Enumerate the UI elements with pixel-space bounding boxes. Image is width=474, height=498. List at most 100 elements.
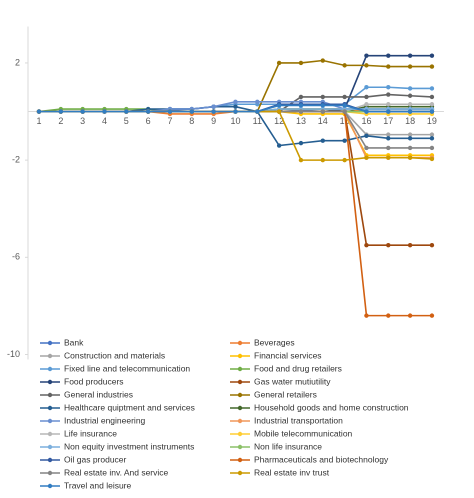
point bbox=[298, 157, 304, 163]
legend-label: Beverages bbox=[254, 337, 295, 347]
point bbox=[407, 242, 413, 248]
legend-label: Non life insurance bbox=[254, 441, 322, 451]
point bbox=[407, 102, 413, 107]
point bbox=[429, 94, 435, 100]
point bbox=[298, 109, 304, 114]
legend-marker bbox=[47, 483, 53, 489]
point bbox=[429, 102, 435, 107]
x-tick-label: 4 bbox=[102, 116, 107, 126]
legend-marker bbox=[237, 353, 243, 359]
legend-marker bbox=[47, 392, 53, 398]
point bbox=[233, 104, 238, 109]
legend-label: Healthcare quiptment and services bbox=[64, 402, 195, 412]
point bbox=[407, 155, 413, 160]
legend-label: Travel and leisure bbox=[64, 480, 132, 490]
x-tick-label: 14 bbox=[318, 116, 328, 126]
legend-label: Pharmaceuticals and biotechnology bbox=[254, 454, 389, 464]
legend-label: Real estate inv trust bbox=[254, 467, 330, 477]
point bbox=[407, 132, 413, 137]
point bbox=[429, 136, 435, 141]
legend-marker bbox=[47, 379, 53, 385]
point bbox=[429, 86, 435, 91]
point bbox=[386, 53, 391, 58]
point bbox=[429, 242, 435, 248]
y-tick-label: -10 bbox=[7, 349, 20, 359]
legend-label: Fixed line and telecommunication bbox=[64, 363, 190, 373]
legend-label: Industrial engineering bbox=[64, 415, 146, 425]
legend-label: Industrial transportation bbox=[254, 415, 343, 425]
legend-label: Construction and materials bbox=[64, 350, 165, 360]
y-tick-label: 2 bbox=[15, 57, 20, 67]
x-tick-label: 7 bbox=[167, 116, 172, 126]
point bbox=[320, 94, 325, 100]
point bbox=[407, 86, 413, 91]
legend-label: Oil gas producer bbox=[64, 454, 127, 464]
series-line bbox=[39, 110, 432, 317]
point bbox=[276, 60, 282, 66]
point bbox=[429, 53, 435, 58]
point bbox=[429, 132, 435, 137]
legend-marker bbox=[47, 353, 53, 359]
y-tick-label: -6 bbox=[12, 252, 20, 262]
point bbox=[364, 155, 369, 160]
legend-marker bbox=[47, 340, 53, 346]
x-tick-label: 12 bbox=[274, 116, 284, 126]
x-tick-label: 10 bbox=[230, 116, 240, 126]
point bbox=[364, 145, 369, 151]
point bbox=[386, 313, 391, 318]
y-tick-label: -2 bbox=[12, 155, 20, 165]
point bbox=[386, 102, 391, 107]
point bbox=[320, 109, 325, 114]
x-tick-label: 13 bbox=[296, 116, 306, 126]
x-tick-label: 8 bbox=[189, 116, 194, 126]
point bbox=[386, 155, 391, 160]
point bbox=[386, 109, 391, 114]
point bbox=[429, 156, 435, 162]
point bbox=[255, 109, 260, 114]
point bbox=[429, 64, 435, 69]
point bbox=[102, 109, 107, 114]
legend-label: Gas water mutiutility bbox=[254, 376, 331, 386]
legend-marker bbox=[47, 405, 53, 411]
point bbox=[364, 109, 369, 114]
point bbox=[298, 103, 304, 108]
legend-label: Life insurance bbox=[64, 428, 117, 438]
legend-marker bbox=[47, 444, 53, 450]
series-line bbox=[39, 110, 432, 246]
x-tick-label: 19 bbox=[427, 116, 437, 126]
point bbox=[342, 63, 347, 68]
point bbox=[386, 242, 391, 248]
x-tick-label: 5 bbox=[124, 116, 129, 126]
point bbox=[276, 103, 282, 108]
legend-marker bbox=[47, 366, 53, 372]
x-tick-label: 18 bbox=[405, 116, 415, 126]
legend-marker bbox=[237, 457, 243, 463]
point bbox=[298, 60, 304, 66]
legend-label: Food and drug retailers bbox=[254, 363, 342, 373]
legend-label: Food producers bbox=[64, 376, 124, 386]
x-tick-label: 16 bbox=[361, 116, 371, 126]
point bbox=[189, 109, 195, 114]
x-tick-label: 11 bbox=[253, 116, 262, 126]
point bbox=[342, 138, 347, 143]
x-tick-label: 1 bbox=[36, 116, 41, 126]
x-tick-label: 9 bbox=[211, 116, 216, 126]
point bbox=[320, 138, 325, 143]
point bbox=[364, 85, 369, 90]
point bbox=[276, 143, 282, 148]
x-tick-label: 3 bbox=[80, 116, 85, 126]
point bbox=[320, 58, 325, 63]
legend-marker bbox=[237, 418, 243, 424]
point bbox=[124, 109, 129, 114]
point bbox=[298, 94, 304, 100]
legend-marker bbox=[237, 392, 243, 398]
legend-label: General industries bbox=[64, 389, 133, 399]
legend-marker bbox=[237, 444, 243, 450]
legend-marker bbox=[237, 366, 243, 372]
point bbox=[145, 109, 151, 114]
legend-label: Household goods and home construction bbox=[254, 402, 409, 412]
point bbox=[407, 93, 413, 98]
point bbox=[407, 313, 413, 318]
point bbox=[386, 64, 391, 69]
point bbox=[407, 109, 413, 114]
